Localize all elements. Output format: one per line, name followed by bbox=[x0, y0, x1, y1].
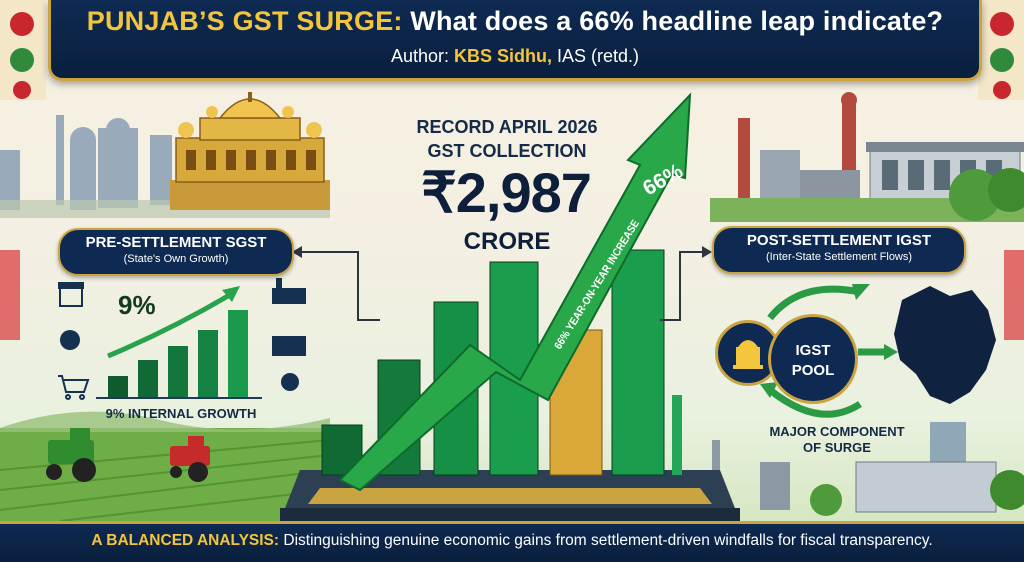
record-amount: ₹2,987 bbox=[421, 161, 592, 224]
internal-growth-percent: 9% bbox=[118, 290, 156, 320]
title-highlight: PUNJAB’S GST SURGE: bbox=[86, 6, 403, 36]
major-component-caption: MAJOR COMPONENT OF SURGE bbox=[752, 424, 922, 456]
shop-icon bbox=[58, 282, 84, 307]
post-settlement-subtitle: (Inter-State Settlement Flows) bbox=[765, 251, 913, 263]
page-title: PUNJAB’S GST SURGE: What does a 66% head… bbox=[51, 6, 979, 37]
punjab-map-icon bbox=[894, 286, 996, 404]
footer-body: Distinguishing genuine economic gains fr… bbox=[279, 532, 933, 549]
right-corner-motif bbox=[978, 0, 1024, 340]
left-corner-motif bbox=[0, 0, 46, 340]
author-prefix: Author: bbox=[390, 46, 454, 66]
record-line-2: GST COLLECTION bbox=[427, 141, 587, 161]
pre-settlement-title: PRE-SETTLEMENT SGST bbox=[85, 234, 267, 251]
footer-highlight: A BALANCED ANALYSIS: bbox=[91, 532, 280, 549]
right-city bbox=[712, 422, 997, 513]
major-component-line-1: MAJOR COMPONENT bbox=[769, 424, 905, 439]
author-line: Author: KBS Sidhu, IAS (retd.) bbox=[51, 46, 979, 67]
author-name: KBS Sidhu, bbox=[454, 46, 552, 66]
pre-settlement-subtitle: (State's Own Growth) bbox=[123, 253, 229, 265]
footer-text: A BALANCED ANALYSIS: Distinguishing genu… bbox=[0, 532, 1024, 550]
post-settlement-title: POST-SETTLEMENT IGST bbox=[746, 232, 932, 249]
record-unit: CRORE bbox=[463, 228, 551, 255]
footer-banner: A BALANCED ANALYSIS: Distinguishing genu… bbox=[0, 521, 1024, 562]
igst-pool-line-1: IGST bbox=[795, 342, 831, 359]
igst-pool-badge: IGST POOL bbox=[768, 314, 858, 404]
factory-icon bbox=[738, 92, 1024, 203]
record-label: RECORD APRIL 2026 GST COLLECTION bbox=[392, 115, 622, 163]
title-rest: What does a 66% headline leap indicate? bbox=[402, 6, 944, 36]
growth-arrow bbox=[338, 92, 692, 492]
pre-settlement-pill: PRE-SETTLEMENT SGST (State's Own Growth) bbox=[58, 228, 294, 276]
podium bbox=[280, 470, 740, 521]
golden-temple-icon bbox=[170, 92, 330, 210]
author-suffix: IAS (retd.) bbox=[552, 46, 640, 66]
coin-icon bbox=[60, 330, 80, 350]
tractor-icon bbox=[46, 428, 210, 482]
title-banner: PUNJAB’S GST SURGE: What does a 66% head… bbox=[48, 0, 982, 81]
cart-icon bbox=[58, 375, 90, 400]
left-mini-chart bbox=[96, 286, 262, 399]
internal-growth-caption: 9% INTERNAL GROWTH bbox=[105, 406, 257, 421]
left-skyline bbox=[0, 115, 172, 210]
post-settlement-pill: POST-SETTLEMENT IGST (Inter-State Settle… bbox=[712, 226, 966, 274]
major-component-line-2: OF SURGE bbox=[803, 440, 871, 455]
connector-arrows bbox=[296, 251, 708, 321]
factory-small-icon bbox=[272, 278, 306, 391]
igst-pool-line-2: POOL bbox=[791, 362, 835, 379]
record-line-1: RECORD APRIL 2026 bbox=[416, 117, 598, 137]
